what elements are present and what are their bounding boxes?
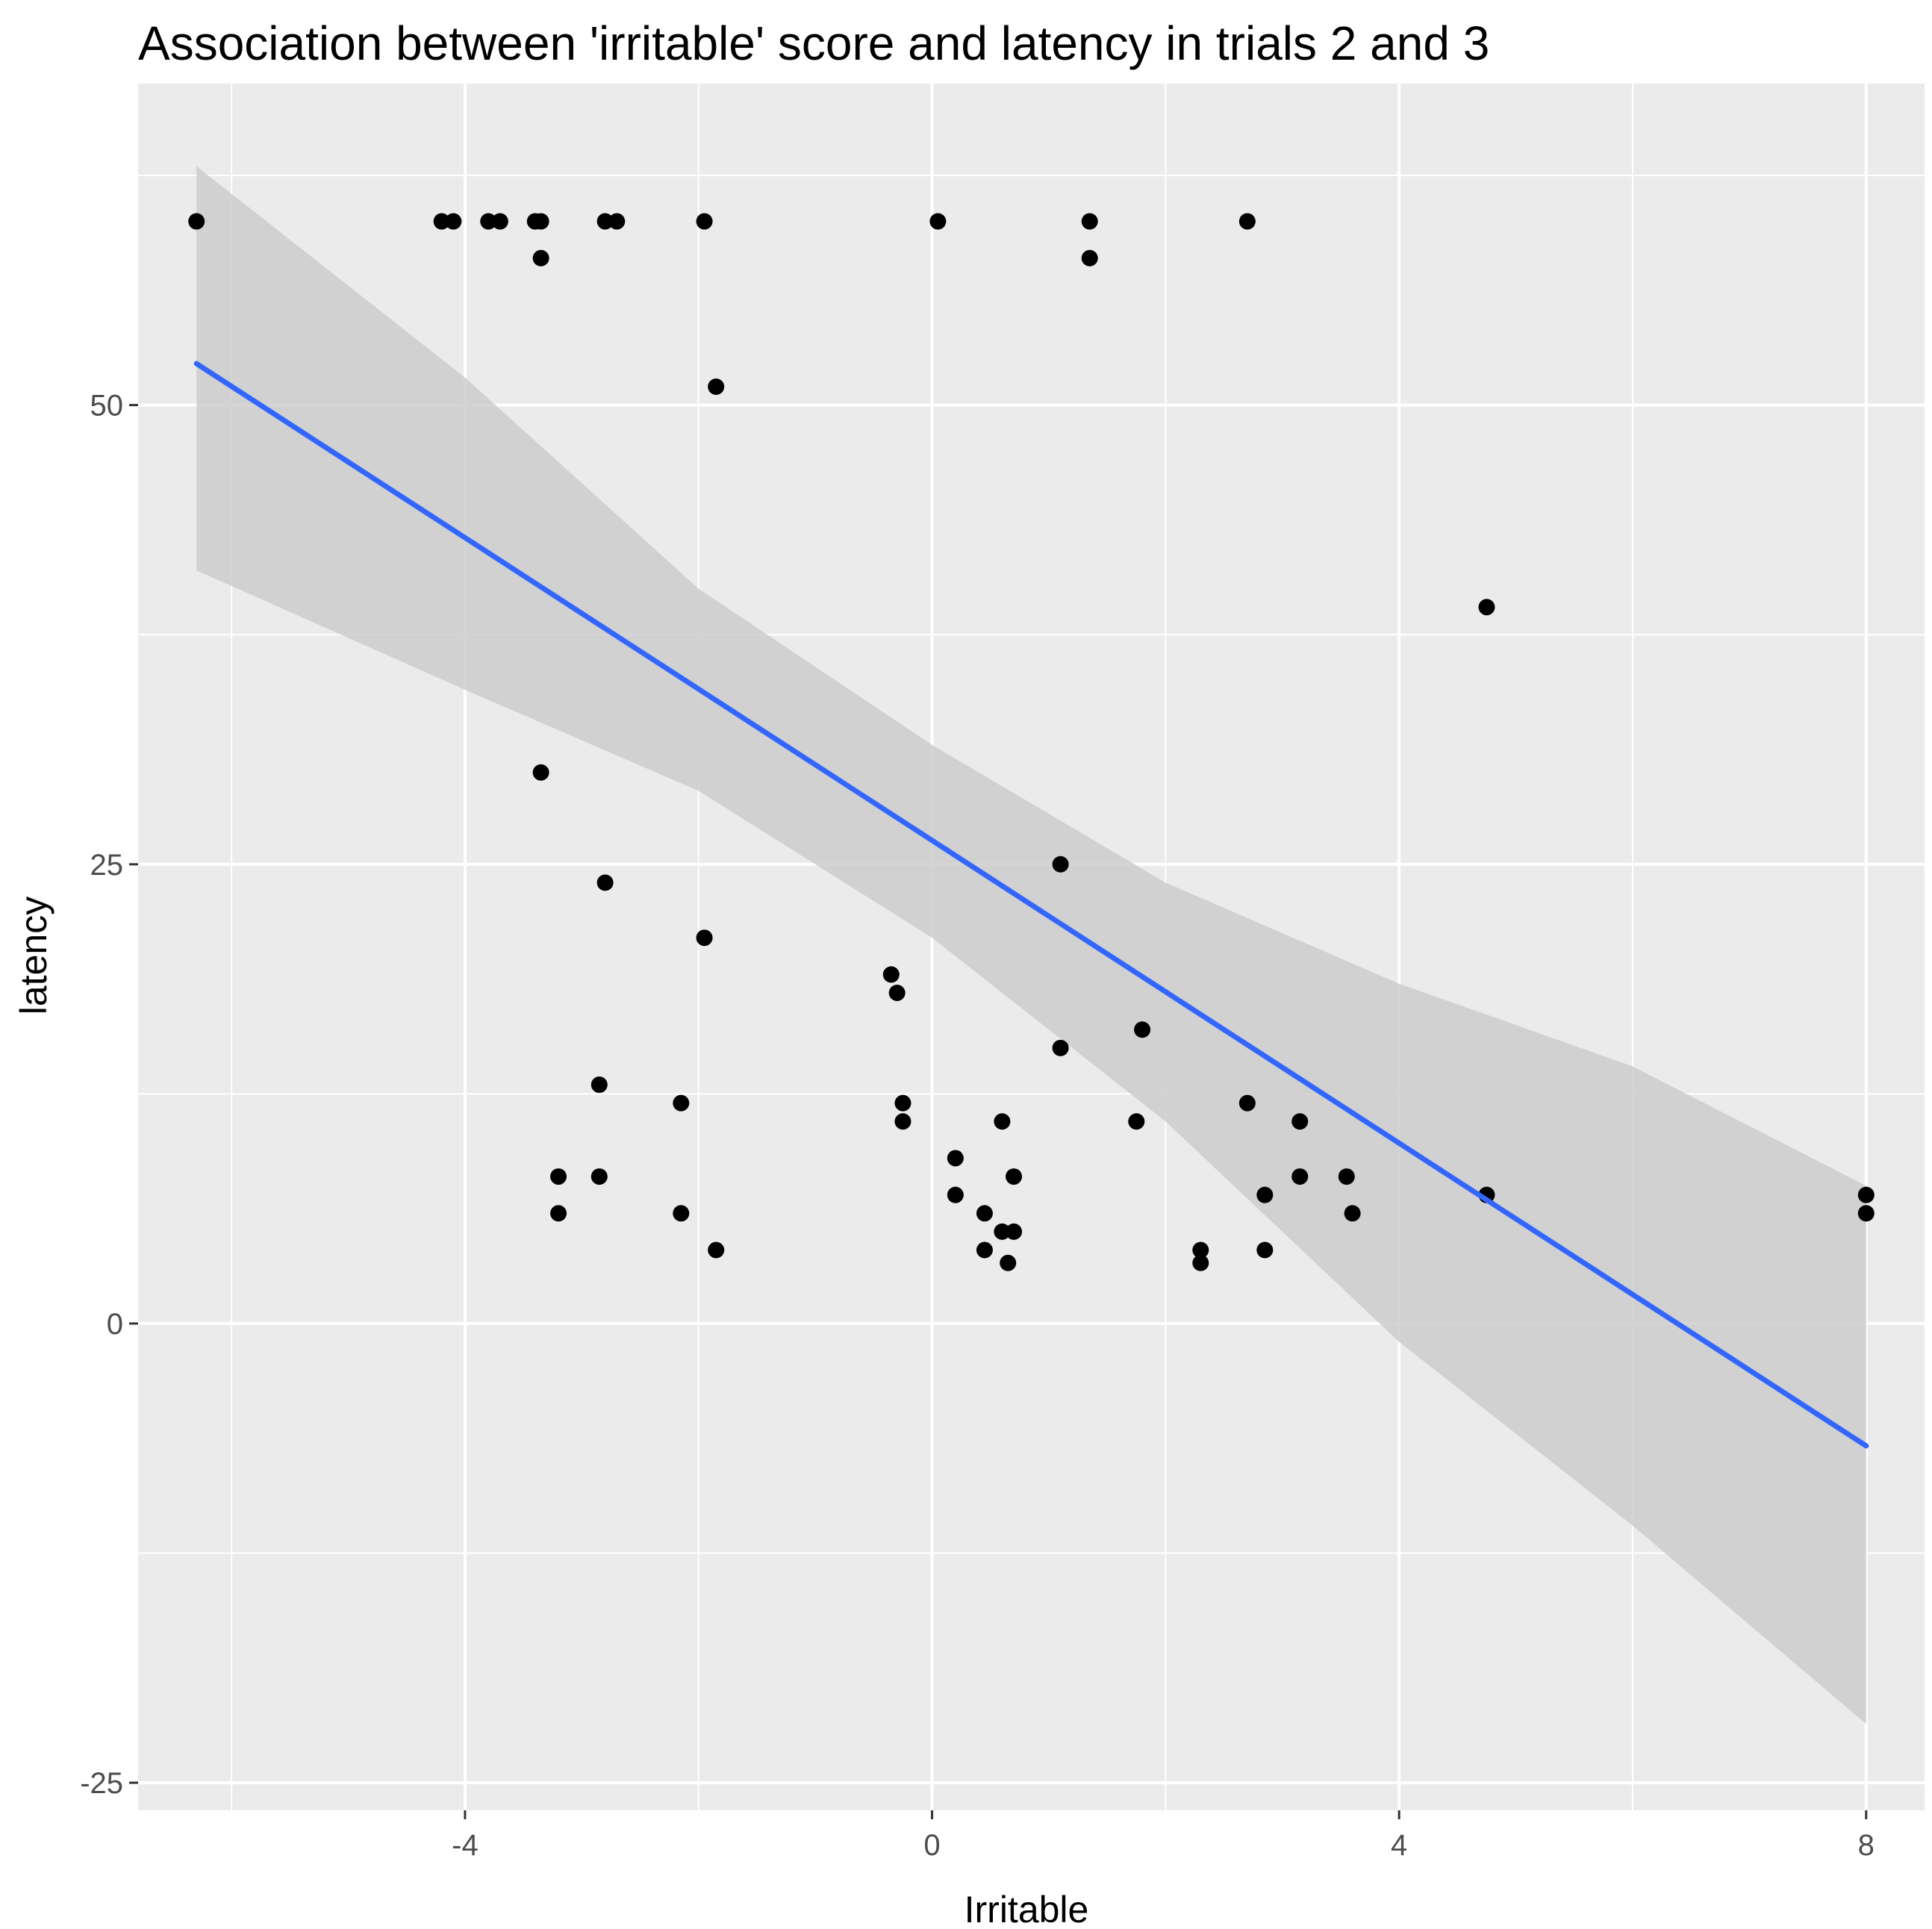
- data-point-39: [947, 1186, 964, 1203]
- data-point-9: [696, 213, 713, 230]
- data-point-16: [1478, 599, 1495, 616]
- data-point-1: [433, 213, 450, 230]
- data-point-32: [1291, 1113, 1309, 1130]
- data-point-20: [696, 929, 713, 947]
- y-tick-label-2: 25: [90, 849, 124, 882]
- data-point-55: [1192, 1254, 1209, 1271]
- data-point-51: [976, 1241, 993, 1259]
- data-point-54: [1000, 1254, 1017, 1271]
- data-point-7: [596, 213, 614, 230]
- x-tick-label-3: 8: [1858, 1829, 1875, 1862]
- data-point-37: [1291, 1168, 1309, 1185]
- x-tick-label-1: 0: [923, 1829, 940, 1862]
- data-point-46: [1344, 1205, 1361, 1222]
- data-point-11: [1081, 213, 1098, 230]
- data-point-10: [929, 213, 947, 230]
- y-tick-label-3: 50: [90, 390, 124, 423]
- data-point-27: [894, 1094, 912, 1112]
- data-point-30: [1128, 1113, 1145, 1130]
- data-point-31: [1238, 1094, 1256, 1112]
- data-point-53: [1256, 1241, 1274, 1259]
- plot-panel: -4 0 4 8 -25 0 25 50: [80, 84, 1925, 1862]
- data-point-48: [994, 1223, 1011, 1240]
- data-point-13: [532, 249, 549, 267]
- data-point-4: [491, 213, 508, 230]
- data-point-0: [188, 213, 205, 230]
- data-point-50: [708, 1241, 725, 1259]
- chart-title: Association between 'irritable' score an…: [138, 16, 1489, 70]
- data-point-34: [550, 1168, 567, 1185]
- data-point-22: [888, 985, 906, 1002]
- data-point-29: [994, 1113, 1011, 1130]
- data-point-28: [894, 1113, 912, 1130]
- regression-line: [193, 361, 1869, 1449]
- data-point-21: [882, 966, 900, 983]
- data-point-6: [532, 213, 549, 230]
- confidence-ribbon: [196, 166, 1866, 1724]
- data-point-43: [550, 1205, 567, 1222]
- data-point-33: [947, 1150, 964, 1167]
- data-point-52: [1192, 1241, 1209, 1259]
- data-point-25: [590, 1076, 608, 1094]
- data-point-15: [708, 378, 725, 396]
- x-axis-title: Irritable: [965, 1889, 1089, 1929]
- data-point-26: [673, 1094, 690, 1112]
- data-point-24: [1052, 1039, 1069, 1056]
- data-point-44: [673, 1205, 690, 1222]
- data-point-2: [445, 213, 462, 230]
- y-tick-label-1: 0: [107, 1308, 123, 1341]
- x-tick-label-0: -4: [452, 1829, 479, 1862]
- data-point-35: [590, 1168, 608, 1185]
- data-point-12: [1238, 213, 1256, 230]
- data-point-40: [1256, 1186, 1274, 1203]
- data-point-19: [1052, 856, 1069, 873]
- data-point-47: [1857, 1205, 1875, 1222]
- data-point-14: [1081, 249, 1098, 267]
- data-point-38: [1338, 1168, 1355, 1185]
- data-point-17: [532, 764, 549, 781]
- data-point-49: [1006, 1223, 1023, 1240]
- data-point-45: [976, 1205, 993, 1222]
- data-point-8: [608, 213, 626, 230]
- y-axis-title: latency: [13, 897, 54, 1015]
- data-point-42: [1857, 1186, 1875, 1203]
- data-point-36: [1006, 1168, 1023, 1185]
- x-tick-label-2: 4: [1391, 1829, 1407, 1862]
- data-point-3: [480, 213, 497, 230]
- data-point-23: [1134, 1021, 1151, 1038]
- data-point-18: [596, 874, 614, 891]
- y-tick-label-0: -25: [80, 1767, 123, 1800]
